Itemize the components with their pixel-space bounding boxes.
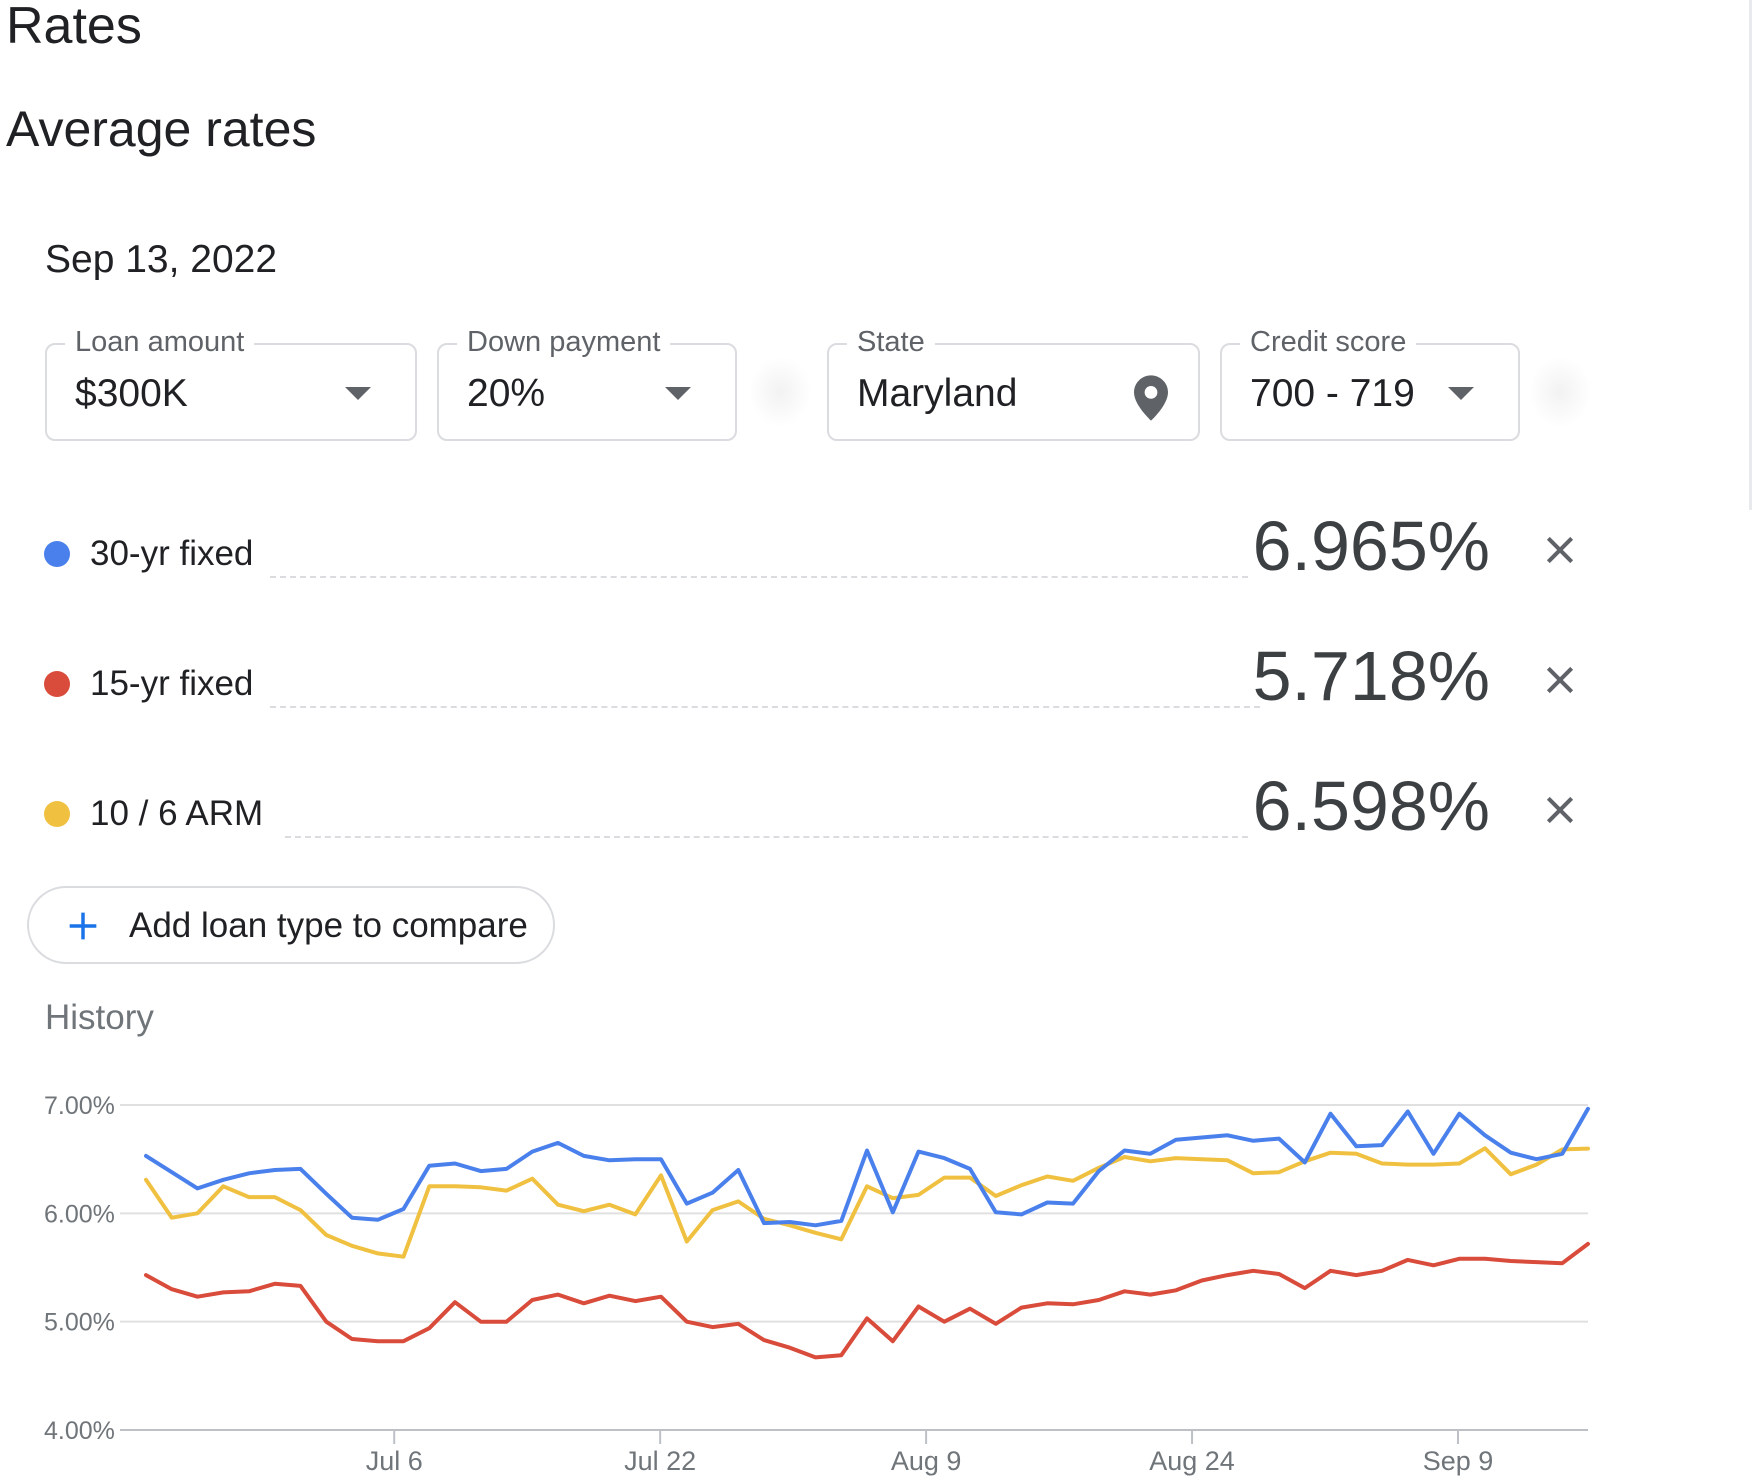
- x-tick-label: Jul 6: [366, 1446, 423, 1476]
- rate-value-15yr: 5.718%: [1252, 637, 1490, 715]
- series-dot-30yr: [44, 541, 70, 567]
- credit-score-value: 700 - 719: [1250, 372, 1415, 415]
- location-pin-icon[interactable]: [1134, 375, 1168, 421]
- credit-score-select[interactable]: Credit score 700 - 719: [1220, 324, 1520, 441]
- dashed-leader: [285, 836, 1248, 838]
- history-heading: History: [45, 998, 154, 1037]
- series-line-30-yr-fixed: [144, 1106, 1590, 1228]
- state-select[interactable]: State Maryland: [827, 324, 1200, 441]
- y-tick-label: 6.00%: [44, 1200, 115, 1228]
- x-tick-label: Jul 22: [624, 1446, 696, 1476]
- loan-amount-label: Loan amount: [65, 324, 255, 360]
- scroll-shadow: [1528, 356, 1592, 428]
- close-icon[interactable]: [1540, 790, 1580, 830]
- plus-icon: [69, 912, 97, 940]
- rate-name-30yr: 30-yr fixed: [90, 534, 254, 573]
- close-icon[interactable]: [1540, 530, 1580, 570]
- loan-amount-value: $300K: [75, 372, 188, 415]
- rate-row-arm: 10 / 6 ARM 6.598%: [0, 770, 1620, 860]
- rate-row-30yr: 30-yr fixed 6.965%: [0, 510, 1620, 600]
- add-loan-type-label: Add loan type to compare: [129, 906, 528, 945]
- y-tick-label: 7.00%: [44, 1092, 115, 1120]
- rate-name-15yr: 15-yr fixed: [90, 664, 254, 703]
- x-tick-label: Aug 24: [1149, 1446, 1235, 1476]
- rate-name-arm: 10 / 6 ARM: [90, 794, 264, 833]
- scroll-shadow: [748, 356, 812, 428]
- page-scrollbar[interactable]: [1749, 0, 1752, 510]
- state-value: Maryland: [857, 372, 1018, 415]
- down-payment-label: Down payment: [457, 324, 671, 360]
- dashed-leader: [270, 576, 1248, 578]
- series-dot-arm: [44, 801, 70, 827]
- dashed-leader: [270, 706, 1260, 708]
- rate-value-arm: 6.598%: [1252, 767, 1490, 845]
- x-tick-label: Sep 9: [1423, 1446, 1494, 1476]
- section-title: Average rates: [6, 101, 317, 157]
- history-chart[interactable]: 7.00% 6.00% 5.00% 4.00% Jul 6 Jul 22 Aug 9 Aug …: [0, 1080, 1752, 1476]
- down-payment-select[interactable]: Down payment 20%: [437, 324, 737, 441]
- y-tick-label: 4.00%: [44, 1417, 115, 1445]
- close-icon[interactable]: [1540, 660, 1580, 700]
- loan-amount-select[interactable]: Loan amount $300K: [45, 324, 417, 441]
- chevron-down-icon: [1448, 387, 1474, 400]
- down-payment-value: 20%: [467, 372, 546, 415]
- state-label: State: [847, 324, 935, 360]
- rate-row-15yr: 15-yr fixed 5.718%: [0, 640, 1620, 730]
- series-line-10-6-arm: [144, 1146, 1590, 1259]
- page-title: Rates: [6, 0, 142, 55]
- x-tick-label: Aug 9: [891, 1446, 962, 1476]
- credit-score-label: Credit score: [1240, 324, 1417, 360]
- chevron-down-icon: [345, 387, 371, 400]
- chevron-down-icon: [665, 387, 691, 400]
- y-tick-label: 5.00%: [44, 1309, 115, 1337]
- series-line-15-yr-fixed: [144, 1241, 1590, 1360]
- rate-value-30yr: 6.965%: [1252, 507, 1490, 585]
- rates-date: Sep 13, 2022: [45, 238, 278, 281]
- series-dot-15yr: [44, 671, 70, 697]
- add-loan-type-button[interactable]: Add loan type to compare: [27, 886, 555, 964]
